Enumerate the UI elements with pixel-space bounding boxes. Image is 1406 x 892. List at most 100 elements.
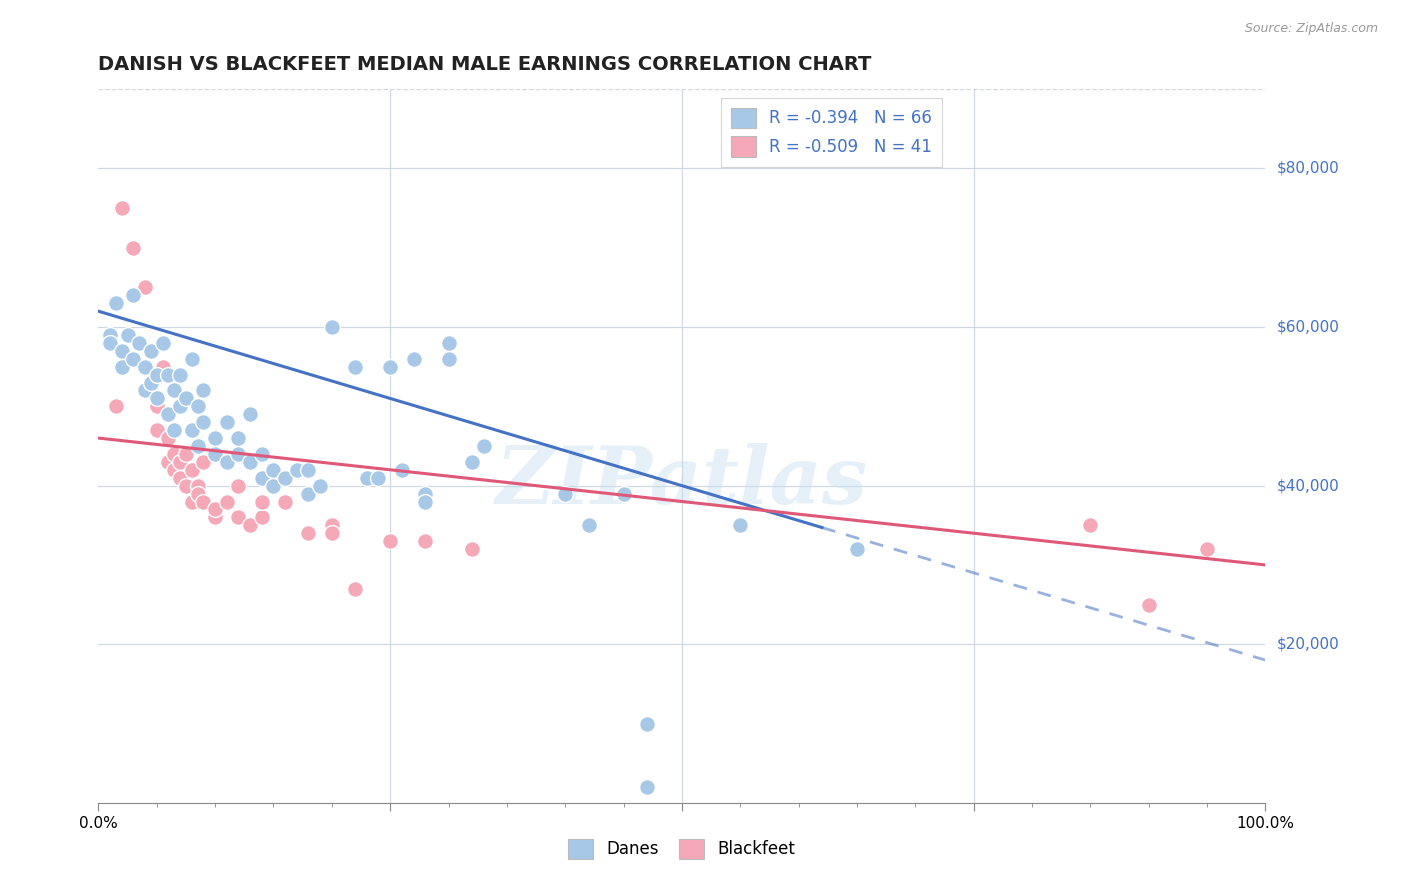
Point: [134, 280, 156, 294]
Point: [169, 455, 191, 469]
Point: [152, 335, 174, 350]
Point: [193, 415, 215, 429]
Point: [356, 471, 378, 485]
Point: [104, 296, 127, 310]
Point: [250, 510, 273, 524]
Point: [157, 407, 180, 421]
Point: [578, 518, 600, 533]
Point: [104, 400, 127, 414]
Point: [111, 343, 134, 358]
Text: $40,000: $40,000: [1277, 478, 1340, 493]
Point: [174, 447, 197, 461]
Point: [1080, 518, 1102, 533]
Point: [163, 447, 186, 461]
Point: [228, 510, 250, 524]
Text: ZIPatlas: ZIPatlas: [496, 443, 868, 520]
Point: [228, 431, 250, 445]
Point: [391, 463, 413, 477]
Point: [321, 526, 343, 541]
Point: [461, 455, 484, 469]
Point: [187, 478, 209, 492]
Point: [163, 463, 186, 477]
Point: [139, 343, 162, 358]
Point: [262, 471, 284, 485]
Point: [262, 463, 284, 477]
Point: [174, 392, 197, 406]
Point: [413, 534, 436, 549]
Point: [169, 400, 191, 414]
Point: [169, 368, 191, 382]
Point: [215, 415, 238, 429]
Point: [215, 494, 238, 508]
Point: [461, 542, 484, 557]
Point: [146, 392, 169, 406]
Point: [274, 471, 297, 485]
Point: [122, 288, 145, 302]
Point: [380, 359, 402, 374]
Point: [297, 463, 319, 477]
Point: [1137, 598, 1160, 612]
Point: [554, 486, 576, 500]
Point: [380, 534, 402, 549]
Point: [98, 328, 121, 343]
Point: [204, 502, 226, 516]
Point: [309, 478, 332, 492]
Point: [344, 359, 367, 374]
Point: [228, 478, 250, 492]
Legend: Danes, Blackfeet: Danes, Blackfeet: [562, 832, 801, 866]
Point: [413, 486, 436, 500]
Point: [402, 351, 425, 366]
Point: [285, 463, 308, 477]
Point: [163, 423, 186, 437]
Point: [187, 400, 209, 414]
Point: [239, 455, 262, 469]
Point: [204, 510, 226, 524]
Point: [250, 494, 273, 508]
Point: [215, 455, 238, 469]
Point: [163, 384, 186, 398]
Point: [636, 716, 658, 731]
Point: [274, 494, 297, 508]
Text: $20,000: $20,000: [1277, 637, 1340, 652]
Point: [146, 400, 169, 414]
Point: [321, 518, 343, 533]
Point: [98, 335, 121, 350]
Point: [413, 494, 436, 508]
Point: [193, 384, 215, 398]
Point: [122, 351, 145, 366]
Point: [169, 471, 191, 485]
Point: [134, 359, 156, 374]
Text: DANISH VS BLACKFEET MEDIAN MALE EARNINGS CORRELATION CHART: DANISH VS BLACKFEET MEDIAN MALE EARNINGS…: [98, 54, 872, 74]
Point: [157, 455, 180, 469]
Point: [157, 368, 180, 382]
Point: [139, 376, 162, 390]
Point: [187, 439, 209, 453]
Point: [846, 542, 869, 557]
Point: [111, 201, 134, 215]
Point: [117, 328, 139, 343]
Point: [128, 335, 150, 350]
Point: [239, 518, 262, 533]
Point: [730, 518, 752, 533]
Point: [297, 526, 319, 541]
Point: [111, 359, 134, 374]
Point: [250, 447, 273, 461]
Point: [297, 486, 319, 500]
Point: [250, 471, 273, 485]
Point: [613, 486, 636, 500]
Point: [146, 368, 169, 382]
Point: [180, 351, 202, 366]
Point: [152, 359, 174, 374]
Point: [344, 582, 367, 596]
Point: [321, 320, 343, 334]
Point: [204, 447, 226, 461]
Point: [262, 478, 284, 492]
Point: [146, 423, 169, 437]
Point: [174, 478, 197, 492]
Point: [228, 447, 250, 461]
Point: [437, 335, 460, 350]
Point: [180, 423, 202, 437]
Point: [187, 486, 209, 500]
Point: [180, 494, 202, 508]
Text: $80,000: $80,000: [1277, 161, 1340, 176]
